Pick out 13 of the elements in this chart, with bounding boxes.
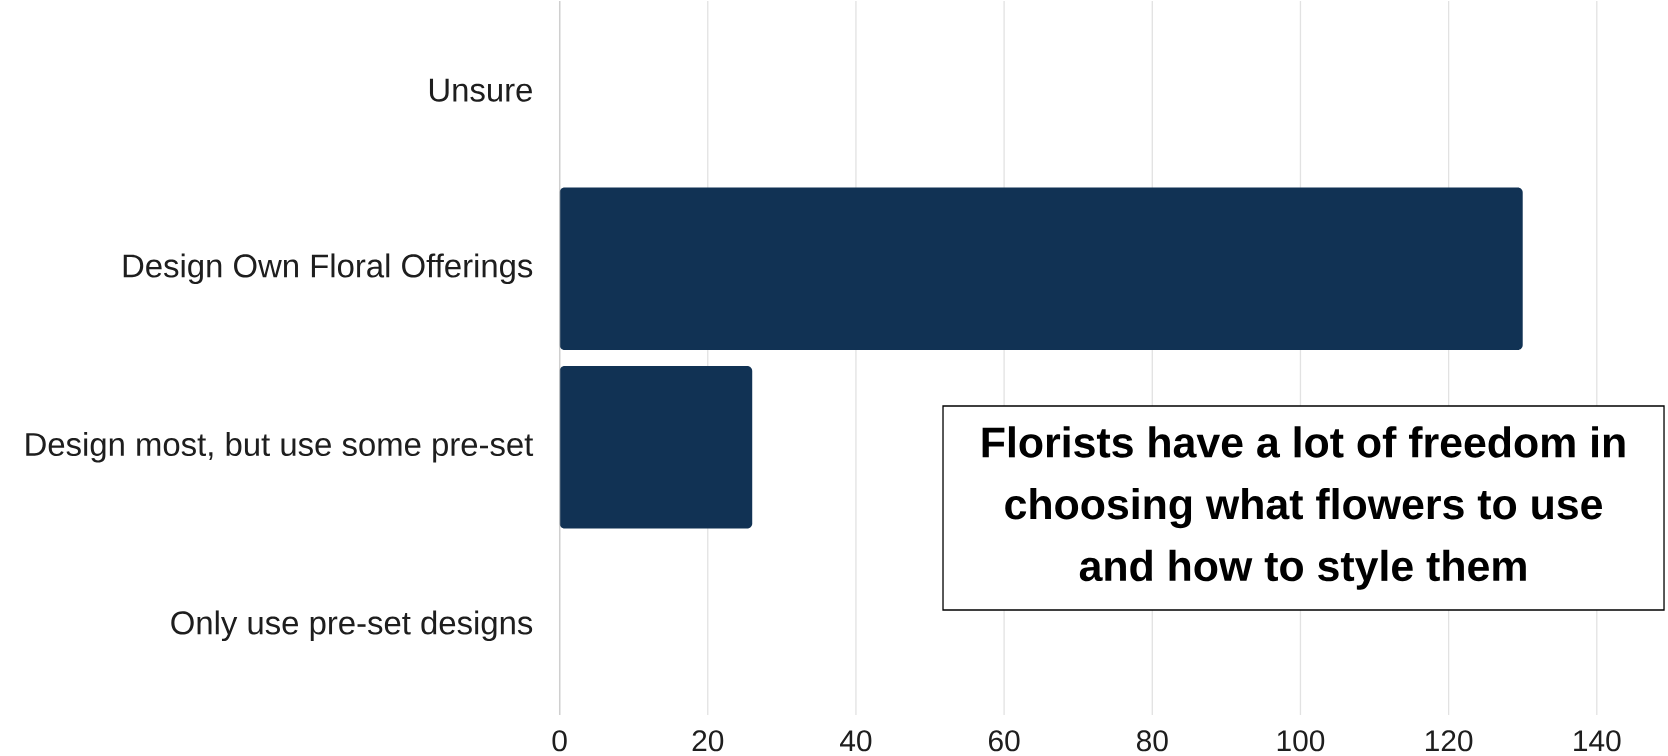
x-tick-label: 100 xyxy=(1277,730,1325,752)
x-tick-label: 120 xyxy=(1425,730,1473,752)
x-tick-label: 40 xyxy=(840,730,872,752)
y-tick-label: Only use pre-set designs xyxy=(171,610,533,642)
annotation: Florists have a lot of freedom in choosing what flowers to use and how to style them xyxy=(982,426,1625,590)
x-tick-label: 20 xyxy=(692,730,724,752)
x-tick-label: 0 xyxy=(552,730,567,752)
y-tick-label: Unsure xyxy=(429,78,532,102)
x-tick-label: 60 xyxy=(989,730,1020,752)
x-tick-label: 80 xyxy=(1136,730,1168,752)
x-tick-label: 140 xyxy=(1574,730,1621,752)
y-tick-label: Design Own Floral Offerings xyxy=(123,253,533,285)
y-tick-label: Design most, but use some pre-set xyxy=(26,431,534,463)
